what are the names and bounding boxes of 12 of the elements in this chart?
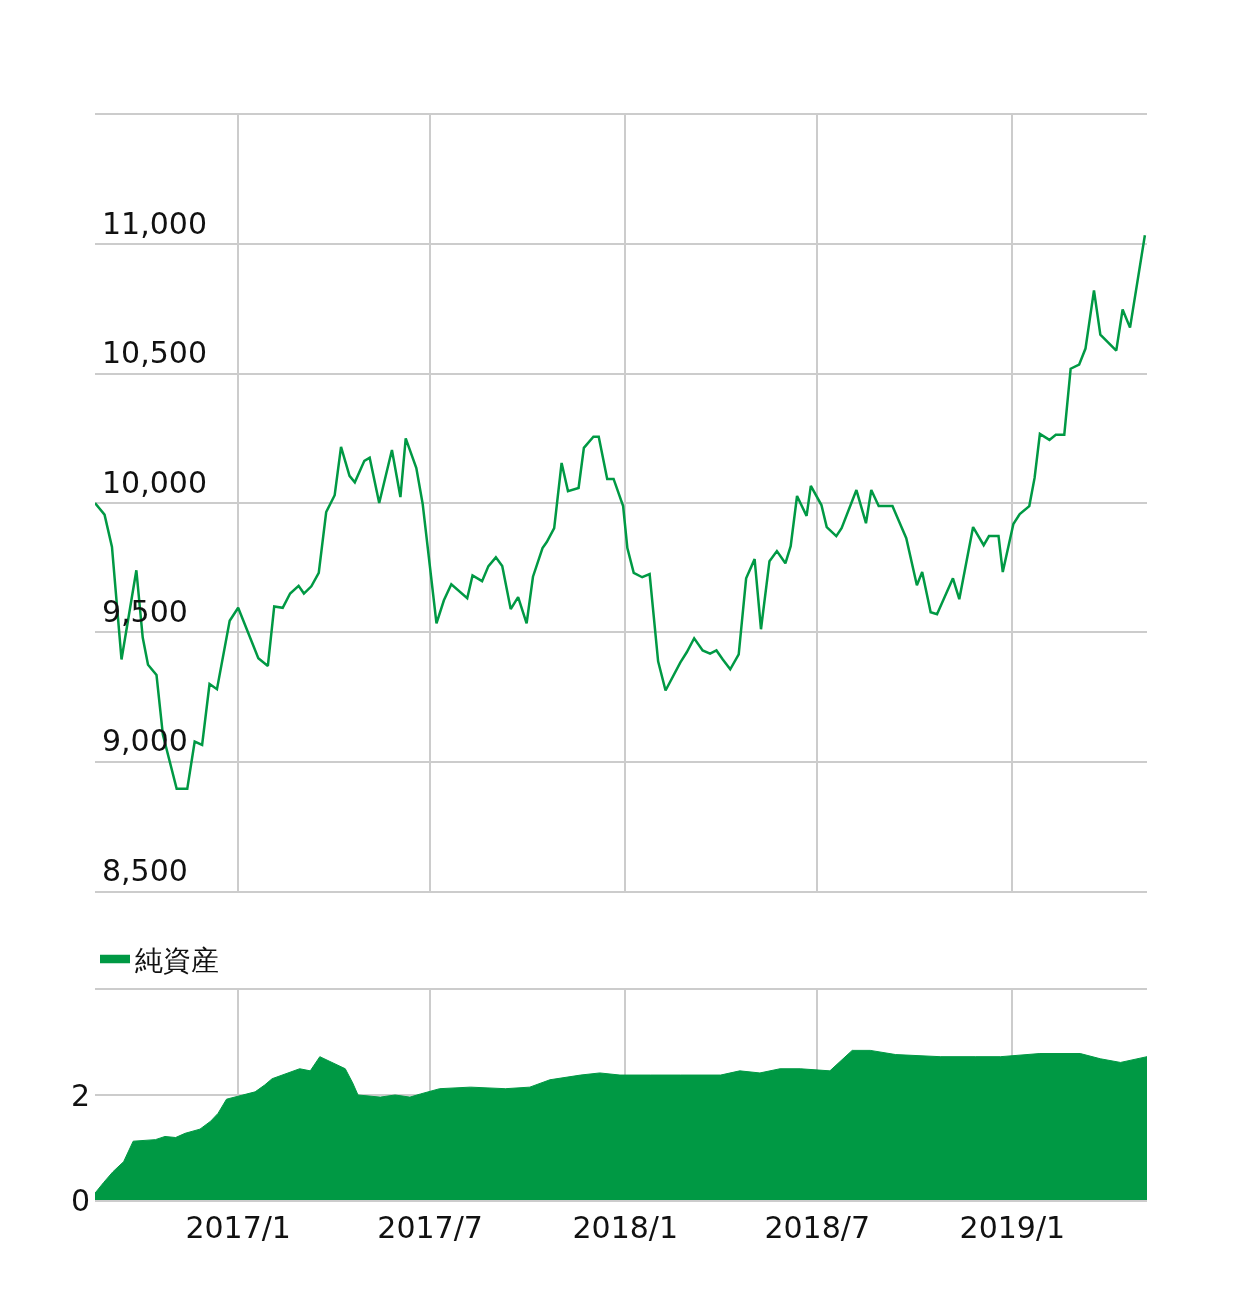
y-tick-label: 10,000	[102, 464, 207, 500]
x-tick-label: 2017/7	[377, 1210, 483, 1245]
y-tick-label: 0	[70, 1182, 90, 1218]
legend-label: 純資産	[135, 944, 219, 978]
x-tick-label: 2019/1	[959, 1210, 1066, 1245]
x-tick-label: 2017/1	[185, 1210, 291, 1245]
x-tick-label: 2018/7	[764, 1210, 870, 1245]
y-tick-label: 2	[70, 1077, 90, 1113]
y-tick-label: 11,000	[102, 205, 207, 241]
x-tick-label: 2018/1	[572, 1210, 679, 1245]
y-tick-label: 8,500	[102, 852, 188, 888]
y-tick-label: 10,500	[102, 335, 207, 371]
